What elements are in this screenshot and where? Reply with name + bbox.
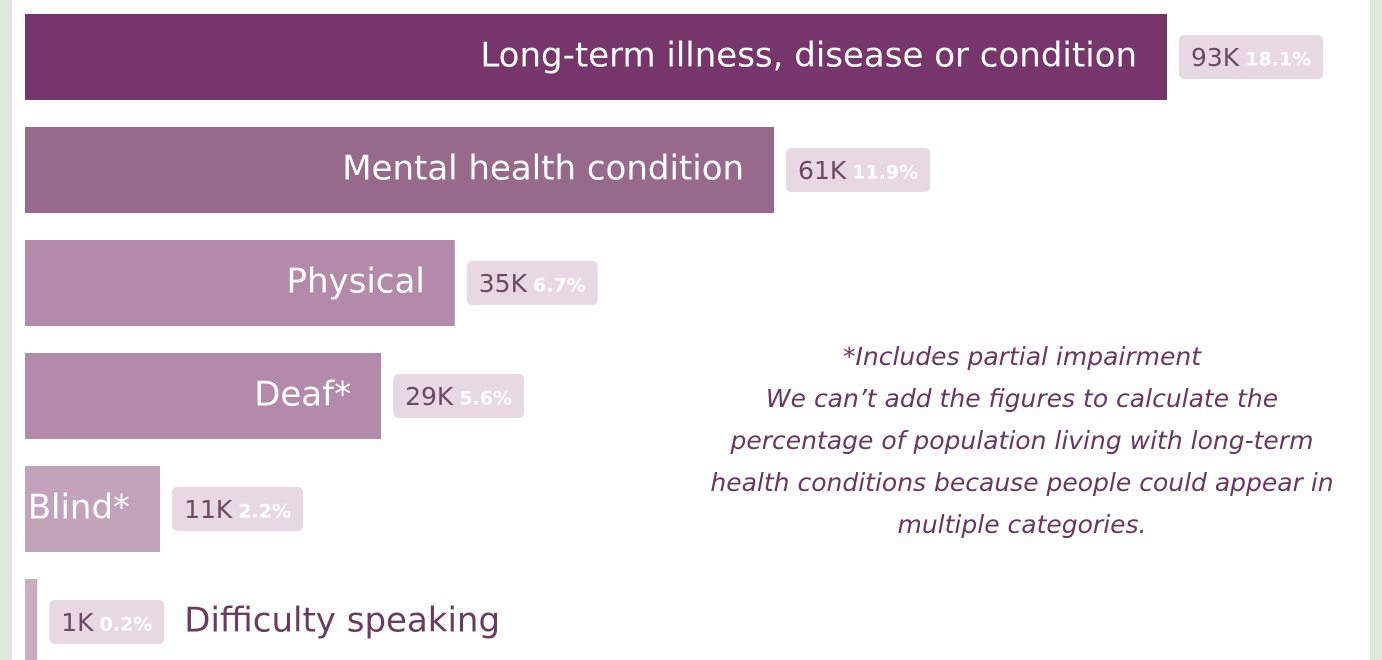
annotation: We can’t add the figures to calculate th…	[766, 384, 1278, 413]
annotation: health conditions because people could a…	[710, 468, 1333, 497]
badge-bg	[786, 148, 931, 192]
value-label: 35K	[479, 269, 528, 298]
value-label: 11K	[184, 495, 233, 524]
share-label: 18.1%	[1245, 49, 1311, 71]
bar	[25, 579, 38, 660]
value-label: 61K	[798, 156, 847, 185]
bar	[25, 127, 775, 213]
value-badge: 93K 18.1%	[1179, 35, 1324, 79]
annotation: percentage of population living with lon…	[730, 426, 1314, 455]
value-badge: 1K 0.2%	[49, 600, 165, 644]
share-label: 6.7%	[533, 275, 586, 297]
share-label: 0.2%	[100, 614, 153, 636]
value-badge: 29K 5.6%	[393, 374, 525, 418]
value-badge: 35K 6.7%	[466, 261, 598, 305]
badge-bg	[49, 600, 165, 644]
category-label: Blind*	[28, 488, 130, 528]
share-label: 11.9%	[852, 162, 918, 184]
category-label: Deaf*	[254, 375, 351, 415]
value-badge: 11K 2.2%	[172, 487, 303, 531]
badge-bg	[1179, 35, 1324, 79]
annotation: multiple categories.	[897, 510, 1146, 539]
category-label: Mental health condition	[342, 149, 744, 189]
bar	[25, 353, 382, 439]
bar	[25, 14, 1167, 100]
category-label: Difficulty speaking	[184, 601, 500, 641]
share-label: 5.6%	[459, 388, 512, 410]
value-label: 1K	[61, 608, 94, 637]
share-label: 2.2%	[238, 501, 291, 523]
value-badge: 61K 11.9%	[786, 148, 931, 192]
badge-bg	[172, 487, 303, 531]
badge-bg	[466, 261, 598, 305]
panel	[12, 0, 1370, 660]
value-label: 93K	[1191, 43, 1240, 72]
value-label: 29K	[405, 382, 454, 411]
category-label: Physical	[286, 262, 424, 302]
category-label: Long-term illness, disease or condition	[480, 36, 1137, 76]
annotation: *Includes partial impairment	[843, 342, 1202, 371]
bar	[25, 240, 455, 326]
bar	[25, 466, 161, 552]
badge-bg	[393, 374, 525, 418]
